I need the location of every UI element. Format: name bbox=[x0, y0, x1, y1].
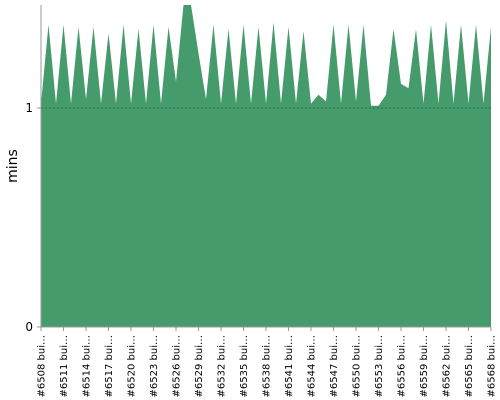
x-tick-label: #6550 bui… bbox=[352, 335, 363, 397]
x-tick-label: #6526 bui… bbox=[172, 335, 183, 397]
y-tick-label: 1 bbox=[25, 101, 33, 115]
y-axis-label: mins bbox=[5, 149, 21, 183]
y-tick-label: 0 bbox=[25, 320, 33, 334]
x-tick-label: #6508 bui… bbox=[37, 335, 48, 397]
x-tick-label: #6511 bui… bbox=[59, 335, 70, 397]
x-tick-label: #6544 bui… bbox=[307, 335, 318, 397]
x-tick-label: #6514 bui… bbox=[82, 335, 93, 397]
x-tick-label: #6520 bui… bbox=[127, 335, 138, 397]
x-tick-label: #6535 bui… bbox=[239, 335, 250, 397]
x-tick-label: #6562 bui… bbox=[442, 335, 453, 397]
x-tick-label: #6523 bui… bbox=[149, 335, 160, 397]
area bbox=[41, 5, 491, 327]
x-tick-label: #6532 bui… bbox=[217, 335, 228, 397]
x-tick-label: #6529 bui… bbox=[194, 335, 205, 397]
x-tick-label: #6538 bui… bbox=[262, 335, 273, 397]
x-tick-label: #6559 bui… bbox=[419, 335, 430, 397]
x-tick-label: #6547 bui… bbox=[329, 335, 340, 397]
x-tick-label: #6553 bui… bbox=[374, 335, 385, 397]
x-tick-label: #6556 bui… bbox=[397, 335, 408, 397]
x-tick-label: #6517 bui… bbox=[104, 335, 115, 397]
x-tick-label: #6541 bui… bbox=[284, 335, 295, 397]
x-tick-label: #6568 bui… bbox=[487, 335, 498, 397]
x-tick-label: #6565 bui… bbox=[464, 335, 475, 397]
